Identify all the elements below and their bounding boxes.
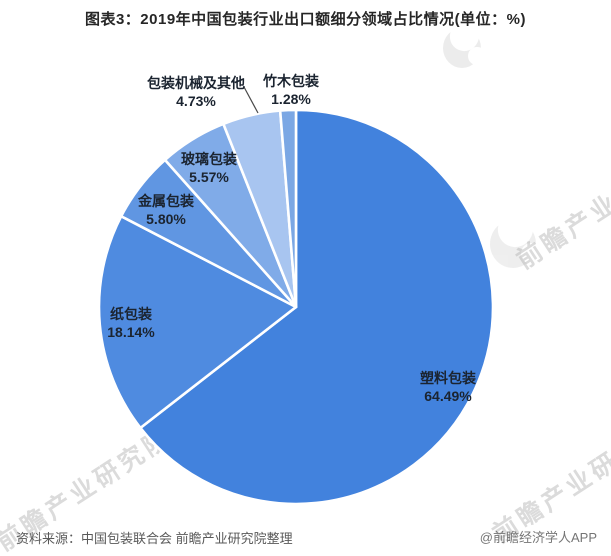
pie-slice-0 xyxy=(139,108,495,506)
credit-note: @前瞻经济学人APP xyxy=(479,530,597,545)
pie-slice-1 xyxy=(97,214,298,430)
pie-slice-5 xyxy=(278,108,298,309)
source-note: 资料来源：中国包装联合会 前瞻产业研究院整理 xyxy=(16,531,293,546)
chart-title: 图表3：2019年中国包装行业出口额细分领域占比情况(单位：%) xyxy=(84,11,527,28)
